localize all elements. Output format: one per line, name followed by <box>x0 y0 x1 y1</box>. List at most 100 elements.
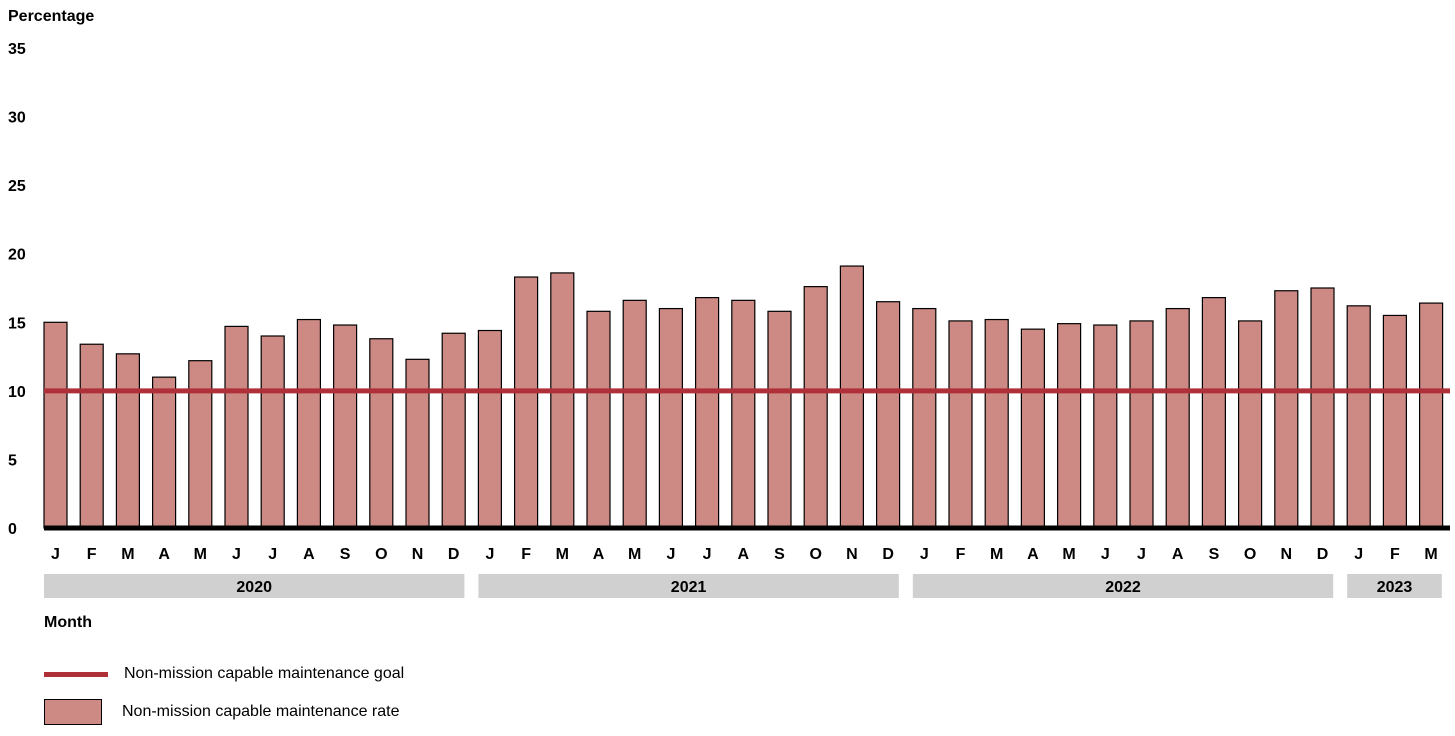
x-tick-label: S <box>774 546 785 563</box>
x-tick-label: M <box>121 546 134 563</box>
bar <box>513 276 539 529</box>
x-tick-label: J <box>268 546 277 563</box>
legend-swatch-goal <box>44 671 108 677</box>
x-tick-label: A <box>303 546 315 563</box>
x-tick-label: A <box>593 546 605 563</box>
bar <box>369 338 394 529</box>
bar <box>405 358 430 529</box>
x-tick-label: M <box>628 546 641 563</box>
y-tick-label: 20 <box>8 247 26 264</box>
x-tick-label: M <box>194 546 207 563</box>
bar <box>477 329 502 529</box>
bar-chart: 0 5 10 15 20 25 30 35 J F M A M J J A S O N D J F M A M J J A S O N D J F… <box>8 41 1450 598</box>
bar <box>152 376 177 529</box>
bar <box>622 299 647 529</box>
x-tick-label: A <box>158 546 170 563</box>
year-band <box>1347 574 1442 598</box>
x-tick-label: M <box>1062 546 1075 563</box>
year-band <box>44 574 465 598</box>
bar <box>1093 324 1118 529</box>
x-tick-label: M <box>1424 546 1437 563</box>
bar <box>224 325 249 529</box>
x-tick-label: J <box>666 546 675 563</box>
bar <box>1129 320 1154 529</box>
x-tick-label: J <box>232 546 241 563</box>
bar <box>1346 305 1371 529</box>
legend-swatch-rate <box>44 699 102 725</box>
x-axis-title: Month <box>44 614 92 631</box>
bar <box>984 318 1009 529</box>
x-tick-label: S <box>340 546 351 563</box>
bar <box>1201 297 1227 529</box>
x-tick-label: N <box>846 546 858 563</box>
year-label: 2021 <box>671 579 707 596</box>
x-tick-label: A <box>738 546 750 563</box>
x-tick-label: S <box>1209 546 1220 563</box>
x-tick-label: M <box>556 546 569 563</box>
year-band <box>912 574 1334 598</box>
x-tick-label: O <box>809 546 821 563</box>
x-tick-label: D <box>448 546 460 563</box>
bar <box>79 343 104 529</box>
bar <box>550 272 575 529</box>
bar <box>767 310 792 529</box>
bar <box>1274 290 1299 529</box>
bar <box>803 286 828 529</box>
y-tick-label: 30 <box>8 110 26 127</box>
bar <box>296 318 321 529</box>
x-tick-label: J <box>485 546 494 563</box>
bar <box>188 360 213 529</box>
x-tick-label: J <box>703 546 712 563</box>
x-tick-label: N <box>1281 546 1293 563</box>
bar <box>43 321 68 529</box>
x-tick-label: M <box>990 546 1003 563</box>
bar <box>1020 328 1046 529</box>
bar <box>1237 320 1263 529</box>
year-label: 2023 <box>1377 579 1413 596</box>
bar <box>694 297 720 529</box>
bar <box>912 307 937 529</box>
year-band <box>478 574 899 598</box>
bar <box>1418 302 1444 529</box>
year-label: 2020 <box>236 579 272 596</box>
y-tick-label: 5 <box>8 452 17 469</box>
x-tick-label: J <box>1101 546 1110 563</box>
x-tick-label: A <box>1027 546 1039 563</box>
bar <box>115 353 141 529</box>
x-tick-label: F <box>1390 546 1400 563</box>
x-tick-label: O <box>375 546 387 563</box>
bar <box>1382 314 1408 529</box>
x-tick-label: D <box>1317 546 1329 563</box>
bar <box>333 324 358 529</box>
x-tick-label: N <box>412 546 424 563</box>
x-tick-label: O <box>1244 546 1256 563</box>
legend-label-goal: Non-mission capable maintenance goal <box>124 665 405 682</box>
x-tick-label: D <box>882 546 894 563</box>
y-tick-label: 10 <box>8 384 26 401</box>
x-tick-label: J <box>920 546 929 563</box>
bar <box>658 307 684 529</box>
x-tick-label: A <box>1172 546 1184 563</box>
year-label: 2022 <box>1105 579 1141 596</box>
bar <box>1310 287 1335 529</box>
bar <box>731 299 756 529</box>
y-tick-label: 0 <box>8 521 17 538</box>
x-tick-label: F <box>956 546 966 563</box>
bar <box>441 332 466 529</box>
legend: Non-mission capable maintenance goal Non… <box>44 660 404 736</box>
bar <box>586 310 611 529</box>
x-tick-label: F <box>521 546 531 563</box>
bar <box>948 320 973 529</box>
y-axis-title: Percentage <box>8 8 95 25</box>
y-tick-label: 15 <box>8 315 26 332</box>
y-tick-label: 25 <box>8 178 26 195</box>
bar <box>260 335 285 529</box>
x-tick-label: J <box>51 546 60 563</box>
legend-item-goal: Non-mission capable maintenance goal <box>44 660 404 688</box>
x-tick-label: J <box>1354 546 1363 563</box>
bar <box>1165 307 1190 529</box>
legend-item-rate: Non-mission capable maintenance rate <box>44 698 404 726</box>
legend-label-rate: Non-mission capable maintenance rate <box>122 703 400 720</box>
y-tick-label: 35 <box>8 41 26 58</box>
x-tick-label: J <box>1137 546 1146 563</box>
